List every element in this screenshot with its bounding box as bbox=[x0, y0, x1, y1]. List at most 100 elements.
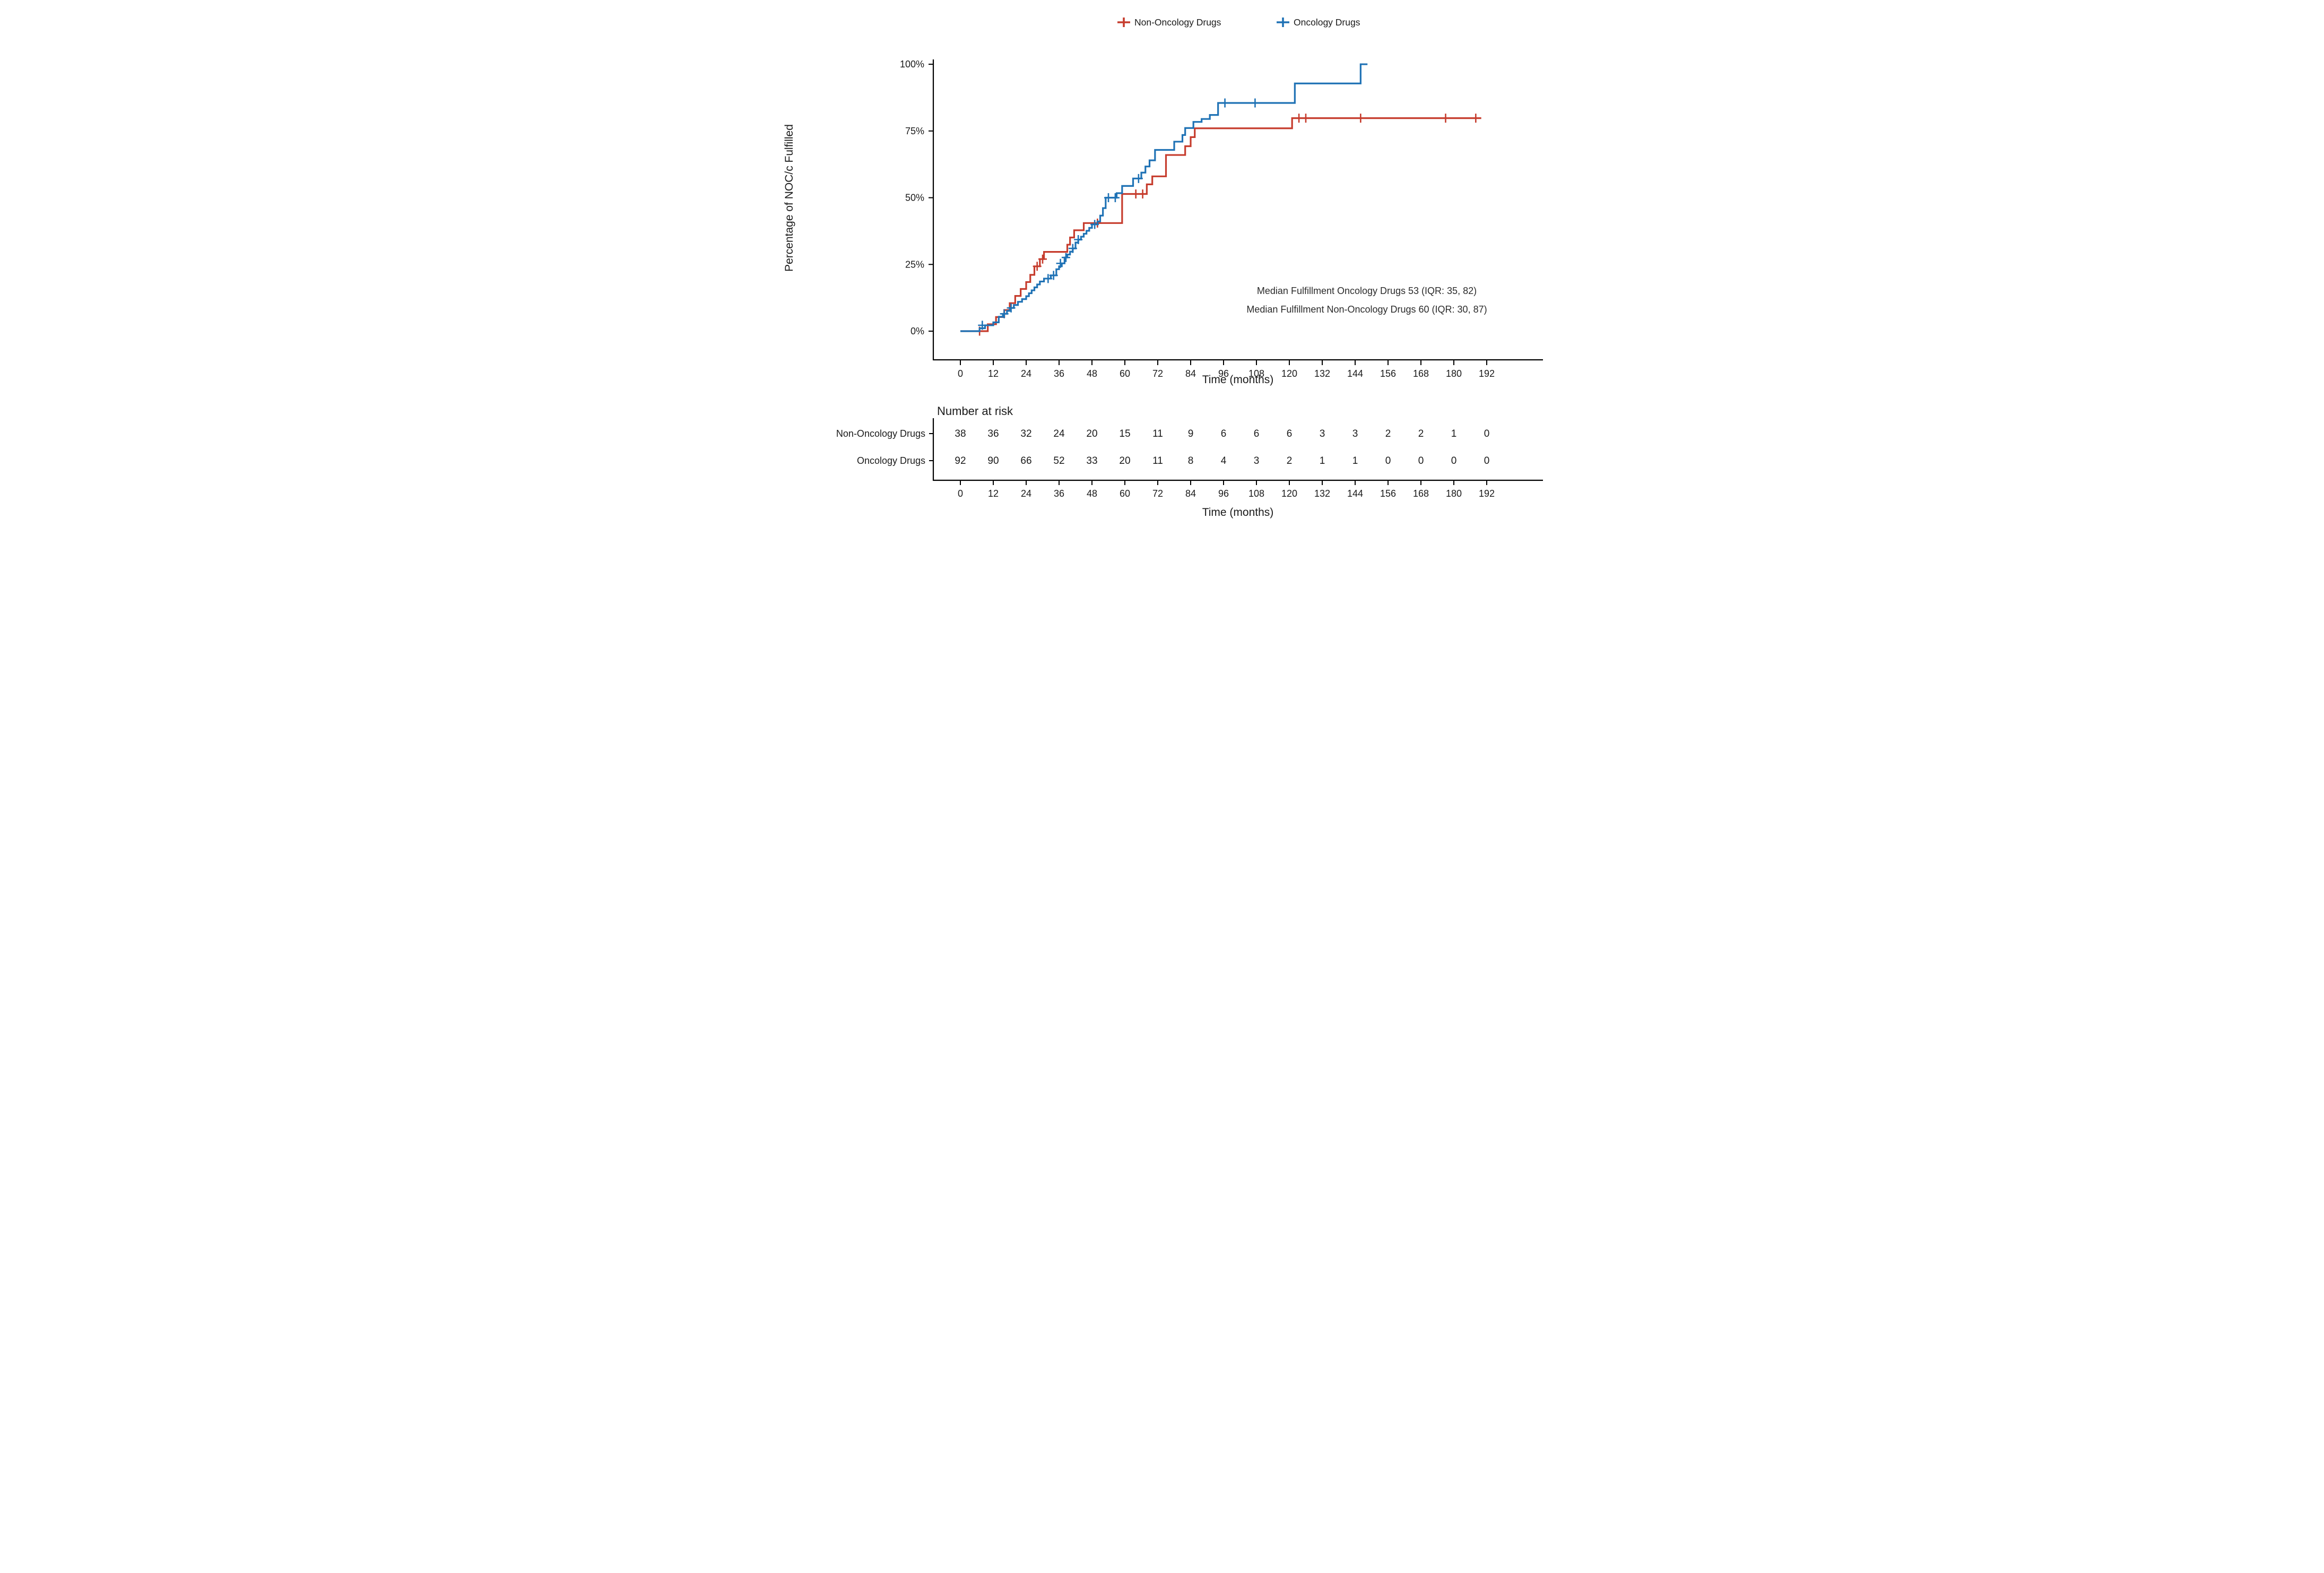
legend: Non-Oncology Drugs Oncology Drugs bbox=[1117, 17, 1360, 28]
risk-count: 20 bbox=[1119, 455, 1130, 466]
risk-count: 2 bbox=[1385, 428, 1391, 439]
risk-count: 15 bbox=[1119, 428, 1130, 439]
risk-count: 11 bbox=[1152, 455, 1163, 466]
risk-count: 8 bbox=[1188, 455, 1194, 466]
x-tick-label: 60 bbox=[1120, 368, 1130, 379]
x-tick-label: 84 bbox=[1185, 368, 1196, 379]
risk-tick-group: 0 12 24 36 48 60 72 84 96 108 120 132 144 156 168 180 19… bbox=[958, 480, 1495, 499]
risk-x-tick-label: 36 bbox=[1054, 488, 1064, 499]
y-tick-group: 0% 25% 50% 75% 100% bbox=[900, 59, 933, 336]
y-axis-title: Percentage of NOC/c Fulfilled bbox=[783, 124, 795, 272]
risk-count: 38 bbox=[955, 428, 966, 439]
x-tick-label: 156 bbox=[1380, 368, 1396, 379]
risk-x-tick-label: 48 bbox=[1087, 488, 1097, 499]
risk-count: 3 bbox=[1320, 428, 1325, 439]
x-tick-label: 192 bbox=[1479, 368, 1495, 379]
risk-x-tick-label: 168 bbox=[1413, 488, 1429, 499]
risk-count: 20 bbox=[1086, 428, 1097, 439]
risk-count: 6 bbox=[1287, 428, 1293, 439]
legend-marker-non-oncology bbox=[1117, 18, 1130, 27]
risk-count: 6 bbox=[1254, 428, 1260, 439]
x-tick-label: 120 bbox=[1281, 368, 1297, 379]
risk-row-label-non-oncology: Non-Oncology Drugs bbox=[836, 428, 925, 439]
risk-x-tick-label: 0 bbox=[958, 488, 963, 499]
risk-table-title: Number at risk bbox=[937, 404, 1013, 418]
x-tick-label: 180 bbox=[1446, 368, 1462, 379]
risk-count: 33 bbox=[1086, 455, 1097, 466]
km-curve-non-oncology-drugs bbox=[960, 117, 1481, 332]
risk-x-tick-label: 60 bbox=[1120, 488, 1130, 499]
x-tick-label: 48 bbox=[1087, 368, 1097, 379]
risk-count: 1 bbox=[1320, 455, 1325, 466]
risk-number-group: 38 36 32 24 20 15 11 9 6 6 6 3 3 2 2 1 092 90 66 52 33 20 11 8 4… bbox=[955, 428, 1489, 466]
risk-x-tick-label: 24 bbox=[1021, 488, 1031, 499]
risk-table: Number at risk Non-Oncology Drugs Oncolo… bbox=[836, 404, 1543, 518]
x-tick-label: 24 bbox=[1021, 368, 1031, 379]
x-tick-label: 168 bbox=[1413, 368, 1429, 379]
risk-count: 90 bbox=[987, 455, 999, 466]
risk-x-tick-label: 72 bbox=[1152, 488, 1163, 499]
risk-x-tick-label: 96 bbox=[1218, 488, 1229, 499]
risk-count: 1 bbox=[1352, 455, 1358, 466]
y-tick-label: 25% bbox=[905, 259, 924, 270]
km-plot-svg: Non-Oncology Drugs Oncology Drugs 0% 25% 5… bbox=[783, 17, 1543, 518]
risk-count: 0 bbox=[1484, 428, 1490, 439]
risk-count: 6 bbox=[1221, 428, 1227, 439]
risk-count: 0 bbox=[1385, 455, 1391, 466]
risk-row-label-oncology: Oncology Drugs bbox=[857, 455, 925, 466]
risk-count: 24 bbox=[1053, 428, 1065, 439]
risk-count: 0 bbox=[1451, 455, 1457, 466]
median-annotation-line2: Median Fulfillment Non-Oncology Drugs 60… bbox=[1246, 304, 1487, 315]
legend-label-oncology: Oncology Drugs bbox=[1294, 17, 1360, 28]
risk-x-tick-label: 156 bbox=[1380, 488, 1396, 499]
risk-x-tick-label: 120 bbox=[1281, 488, 1297, 499]
x-tick-label: 36 bbox=[1054, 368, 1064, 379]
km-figure: Non-Oncology Drugs Oncology Drugs 0% 25% 5… bbox=[775, 0, 1549, 524]
x-tick-label: 12 bbox=[988, 368, 999, 379]
risk-count: 0 bbox=[1418, 455, 1424, 466]
risk-x-tick-label: 180 bbox=[1446, 488, 1462, 499]
x-tick-label: 108 bbox=[1248, 368, 1264, 379]
x-tick-label: 72 bbox=[1152, 368, 1163, 379]
x-tick-label: 144 bbox=[1347, 368, 1363, 379]
risk-x-tick-label: 108 bbox=[1248, 488, 1264, 499]
risk-x-tick-label: 144 bbox=[1347, 488, 1363, 499]
legend-label-non-oncology: Non-Oncology Drugs bbox=[1134, 17, 1221, 28]
km-curve-oncology-drugs bbox=[960, 63, 1368, 332]
risk-count: 36 bbox=[987, 428, 999, 439]
x-tick-label: 96 bbox=[1218, 368, 1229, 379]
risk-count: 66 bbox=[1020, 455, 1031, 466]
legend-marker-oncology bbox=[1277, 18, 1289, 27]
risk-count: 3 bbox=[1352, 428, 1358, 439]
risk-count: 0 bbox=[1484, 455, 1490, 466]
censor-marks-non-oncology-drugs bbox=[975, 114, 1480, 336]
censor-marks-oncology-drugs bbox=[978, 98, 1260, 330]
main-axes: 0% 25% 50% 75% 100% 0 12 24 36 48 60 72 84 96 108 120 1… bbox=[900, 59, 1543, 379]
risk-count: 1 bbox=[1451, 428, 1457, 439]
risk-count: 32 bbox=[1020, 428, 1031, 439]
risk-count: 3 bbox=[1254, 455, 1260, 466]
km-curves bbox=[960, 63, 1481, 336]
risk-count: 4 bbox=[1221, 455, 1227, 466]
median-annotation-line1: Median Fulfillment Oncology Drugs 53 (IQ… bbox=[1257, 286, 1477, 296]
risk-count: 92 bbox=[955, 455, 966, 466]
x-tick-label: 0 bbox=[958, 368, 963, 379]
x-axis-title: Time (months) bbox=[1202, 374, 1274, 386]
risk-x-tick-label: 192 bbox=[1479, 488, 1495, 499]
risk-count: 2 bbox=[1287, 455, 1293, 466]
y-tick-label: 100% bbox=[900, 59, 924, 70]
risk-count: 9 bbox=[1188, 428, 1194, 439]
y-tick-label: 50% bbox=[905, 193, 924, 203]
risk-x-tick-label: 132 bbox=[1314, 488, 1330, 499]
risk-x-axis-title: Time (months) bbox=[1202, 506, 1274, 518]
risk-count: 52 bbox=[1053, 455, 1064, 466]
risk-count: 11 bbox=[1152, 428, 1163, 439]
x-tick-group: 0 12 24 36 48 60 72 84 96 108 120 132 144 156 168 180 19… bbox=[958, 360, 1495, 379]
risk-count: 2 bbox=[1418, 428, 1424, 439]
x-tick-label: 132 bbox=[1314, 368, 1330, 379]
median-annotation: Median Fulfillment Oncology Drugs 53 (IQ… bbox=[1246, 286, 1487, 315]
y-tick-label: 75% bbox=[905, 126, 924, 136]
y-tick-label: 0% bbox=[910, 326, 924, 336]
risk-x-tick-label: 12 bbox=[988, 488, 999, 499]
risk-x-tick-label: 84 bbox=[1185, 488, 1196, 499]
